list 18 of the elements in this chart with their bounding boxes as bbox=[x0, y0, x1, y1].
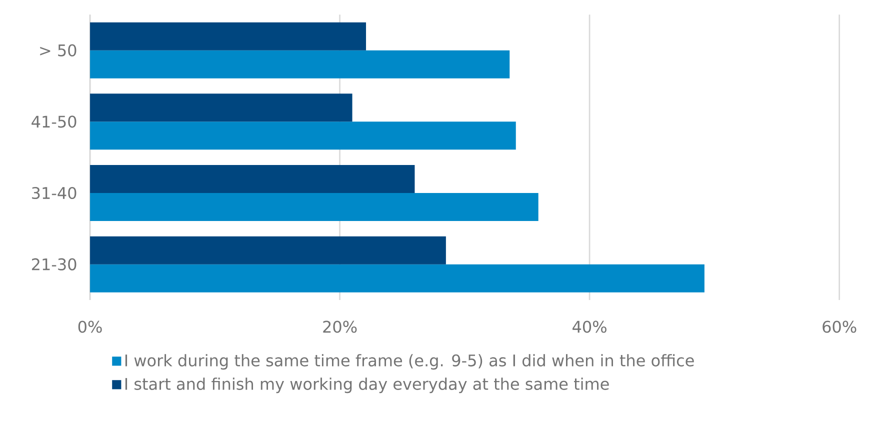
y-tick-label: 41-50 bbox=[32, 116, 76, 128]
bar bbox=[90, 264, 704, 292]
bar bbox=[90, 192, 538, 221]
x-tick-label: 60% bbox=[822, 320, 856, 333]
x-tick-label: 20% bbox=[323, 320, 357, 333]
bar bbox=[90, 50, 510, 78]
bar bbox=[90, 236, 446, 264]
x-tick-label: 40% bbox=[572, 320, 606, 333]
bar bbox=[90, 164, 415, 193]
bar bbox=[90, 122, 516, 150]
x-tick-label: 0% bbox=[78, 320, 102, 333]
y-tick-label: 21-30 bbox=[32, 258, 76, 270]
legend-label: I start and finish my working day everyday at the same time bbox=[125, 378, 609, 394]
y-tick-label: > 50 bbox=[40, 44, 76, 56]
y-tick-label: 31-40 bbox=[32, 186, 76, 200]
legend-label: I work during the same time frame (e.g. 9-5) as I did when in the office bbox=[125, 354, 694, 370]
bar bbox=[90, 22, 366, 50]
bar bbox=[90, 94, 352, 122]
